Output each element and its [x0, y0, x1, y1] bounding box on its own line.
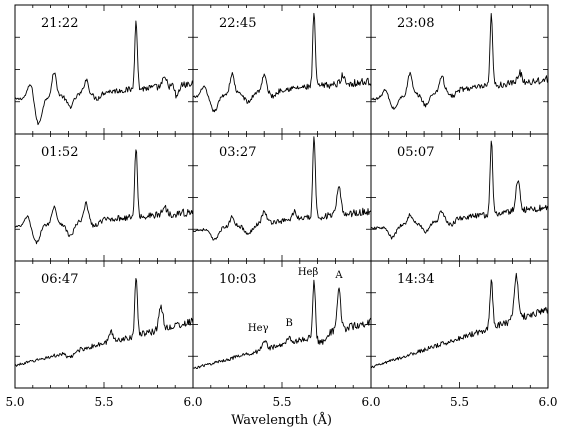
panel-0647: 06:47 — [14, 260, 194, 389]
panel-time-label: 23:08 — [397, 16, 434, 31]
annotation-label: Heγ — [248, 323, 269, 334]
x-axis-title: Wavelength (Å) — [231, 412, 332, 428]
spectrum-series — [192, 136, 372, 241]
panel-0152: 01:52 — [14, 133, 194, 262]
panel-time-label: 10:03 — [219, 272, 256, 287]
panel-1434: 14:34 — [370, 260, 549, 389]
panels-group: 21:22 22:45 23:08 01:52 03:27 05:07 06:47 10:03… — [14, 4, 549, 389]
panel-1003: 10:03 Heγ B Heβ A — [192, 260, 372, 389]
annotation-label: B — [285, 318, 292, 329]
panel-time-label: 21:22 — [41, 16, 78, 31]
spectrum-series — [192, 279, 372, 370]
panel-time-label: 03:27 — [219, 145, 256, 160]
annotation-label: Heβ — [298, 267, 319, 278]
spectrum-series — [14, 20, 194, 126]
panel-time-label: 22:45 — [219, 16, 256, 31]
annotation-label: A — [334, 270, 343, 281]
x-tick-label: 5.5 — [272, 395, 291, 409]
spectrum-series — [370, 12, 549, 110]
panel-time-label: 14:34 — [397, 272, 434, 287]
panel-2308: 23:08 — [370, 4, 549, 135]
panel-2122: 21:22 — [14, 4, 194, 135]
spectrum-series — [370, 140, 549, 240]
panel-0507: 05:07 — [370, 133, 549, 262]
spectrum-series — [15, 277, 194, 367]
x-tick-labels: 5.0 5.5 6.0 5.5 6.0 5.5 6.0 — [5, 395, 557, 409]
x-tick-label: 5.5 — [450, 395, 469, 409]
panel-time-label: 01:52 — [41, 145, 78, 160]
x-tick-label: 6.0 — [538, 395, 557, 409]
panel-2245: 22:45 — [192, 4, 372, 135]
spectrum-series — [192, 12, 372, 113]
panel-0327: 03:27 — [192, 133, 372, 262]
spectrum-series — [14, 149, 194, 245]
x-tick-label: 5.5 — [94, 395, 113, 409]
spectrum-series — [370, 272, 549, 369]
x-tick-label: 5.0 — [5, 395, 24, 409]
panel-time-label: 06:47 — [41, 272, 78, 287]
panel-time-label: 05:07 — [397, 145, 434, 160]
x-tick-label: 6.0 — [183, 395, 202, 409]
x-tick-label: 6.0 — [361, 395, 380, 409]
